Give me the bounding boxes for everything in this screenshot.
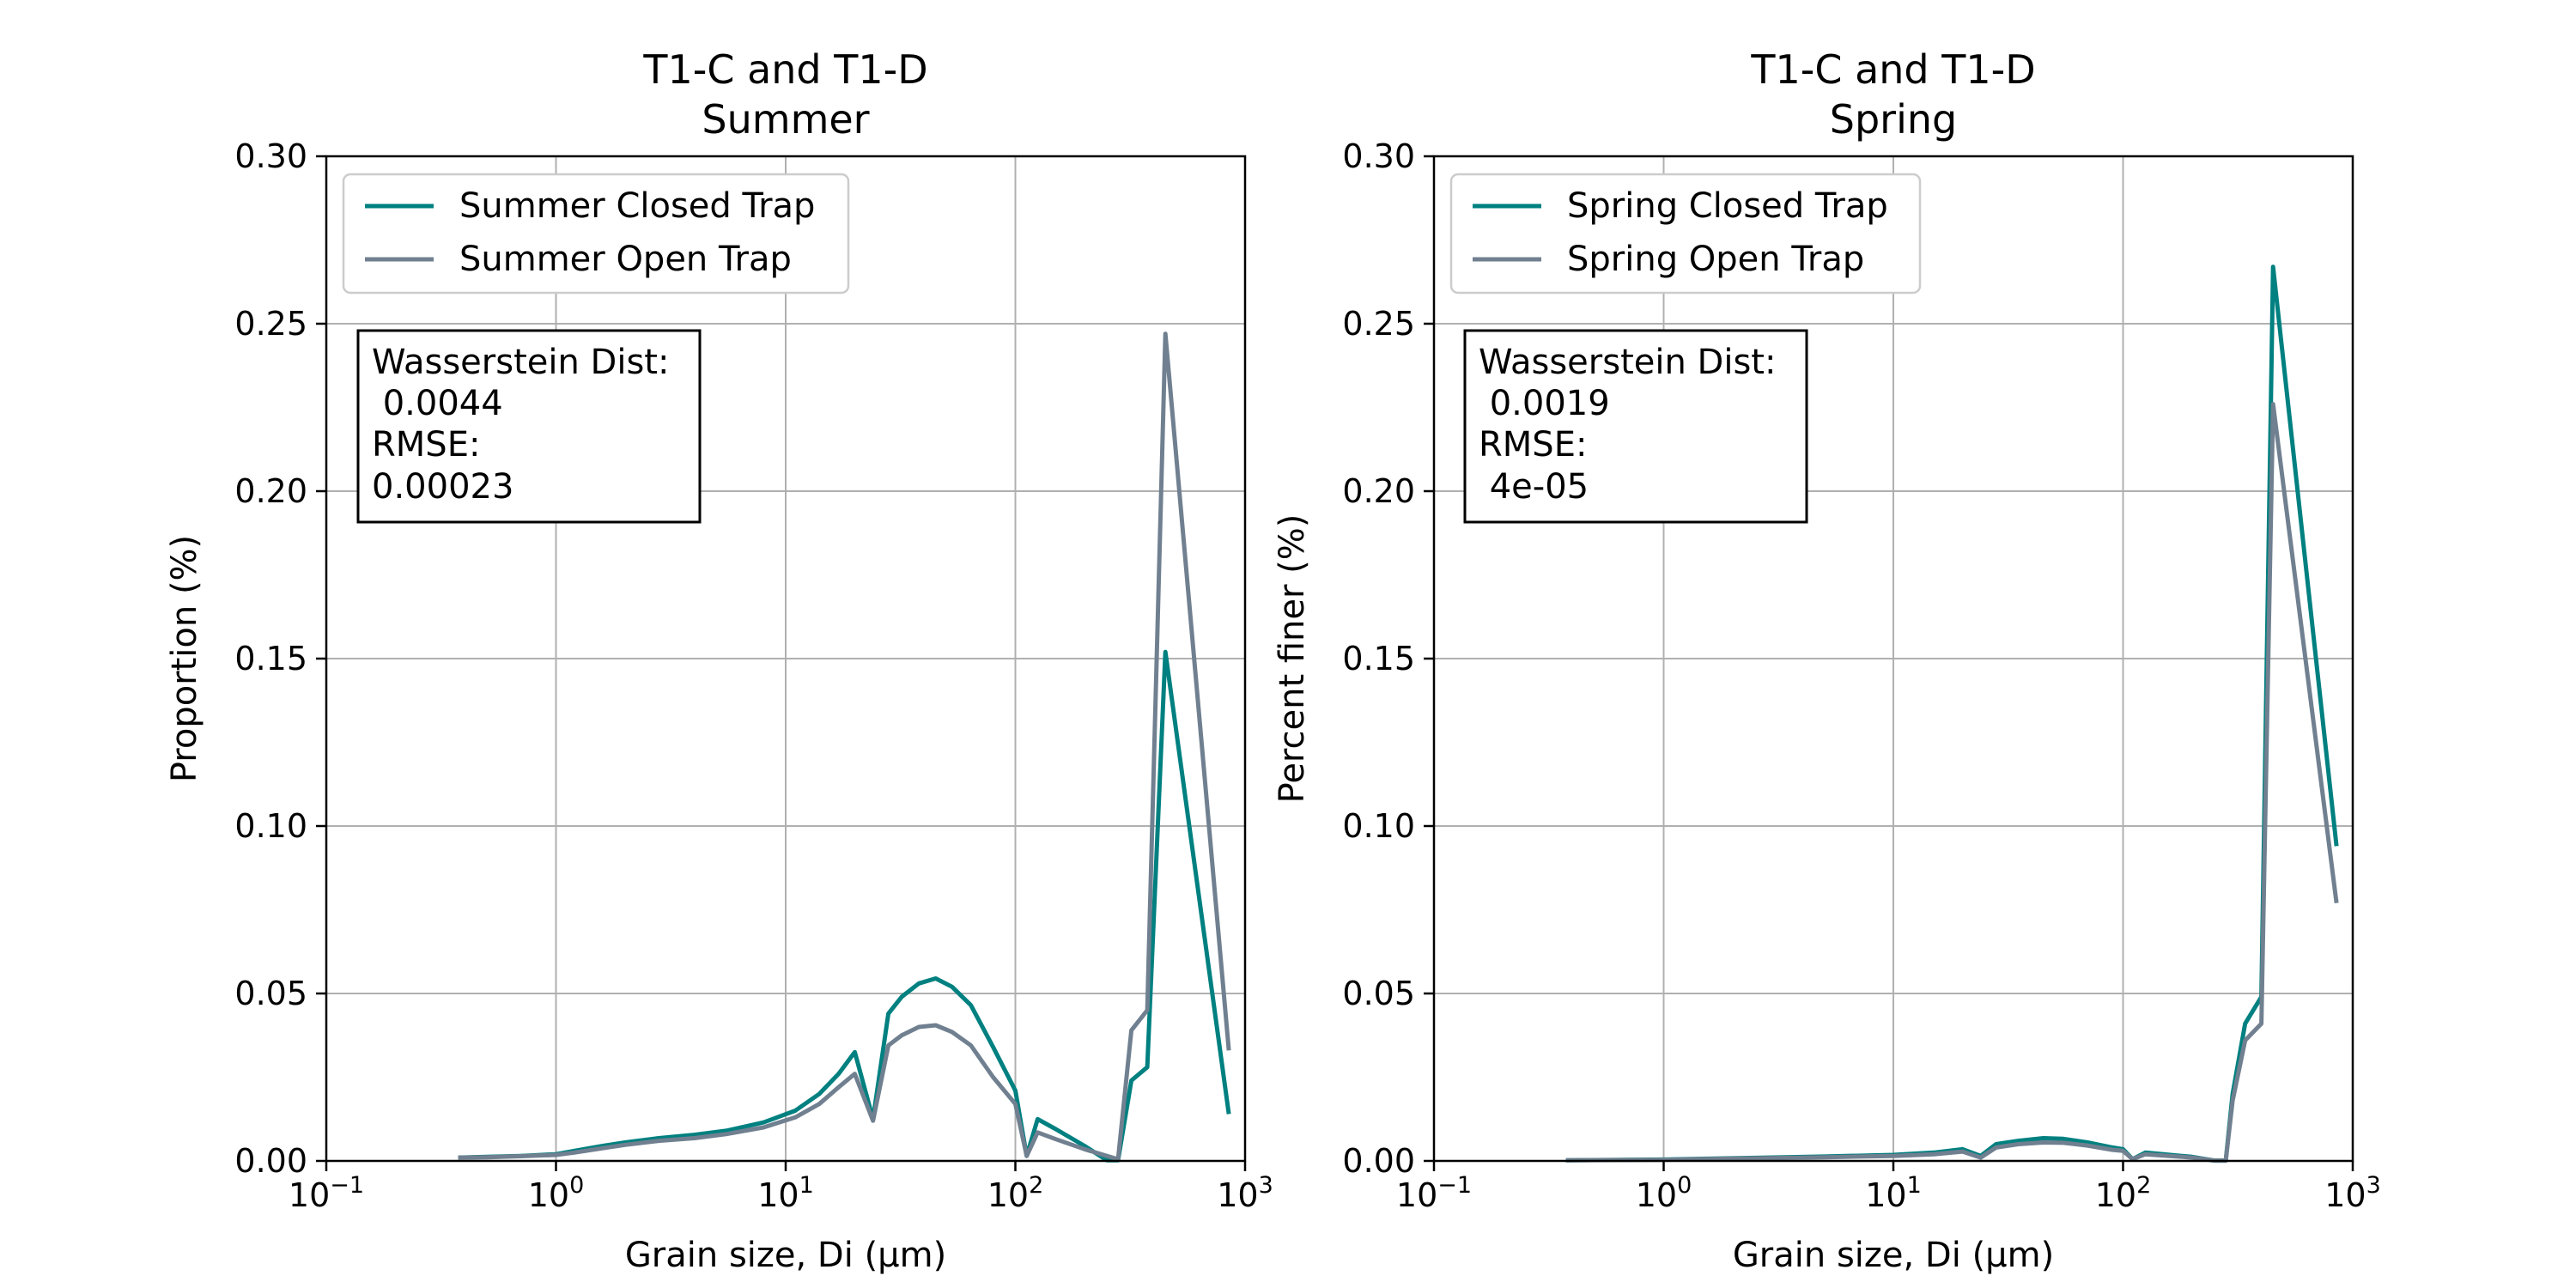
y-tick-label: 0.30: [234, 137, 307, 175]
y-tick-label: 0.15: [234, 640, 307, 677]
y-tick-label: 0.20: [1342, 472, 1415, 510]
y-tick-label: 0.00: [1342, 1142, 1415, 1180]
legend: Spring Closed Trap Spring Open Trap: [1449, 173, 1922, 295]
y-tick-label: 0.10: [1342, 807, 1415, 845]
y-tick-label: 0.15: [1342, 640, 1415, 677]
y-tick-label: 0.20: [234, 472, 307, 510]
x-tick-label: 103: [2324, 1172, 2381, 1214]
x-tick-label: 10−1: [289, 1172, 364, 1214]
annotation-line-1: Wasserstein Dist:: [1479, 343, 1776, 382]
annotation-line-2: 0.0019: [1479, 384, 1610, 423]
annotation-line-1: Wasserstein Dist:: [372, 343, 669, 382]
x-tick-label: 100: [528, 1172, 585, 1214]
chart-title-line1: T1-C and T1-D: [1750, 46, 2035, 93]
legend-label-closed-trap: Spring Closed Trap: [1567, 186, 1888, 226]
series-line-open-trap: [458, 331, 1231, 1162]
y-tick-label: 0.05: [234, 975, 307, 1012]
legend-box: [342, 173, 850, 295]
metrics-annotation: Wasserstein Dist: 0.0019 RMSE: 4e-05: [1463, 329, 1808, 524]
legend-label-open-trap: Spring Open Trap: [1567, 240, 1864, 279]
x-tick-label: 102: [2095, 1172, 2152, 1214]
y-axis-label: Percent finer (%): [1273, 514, 1312, 804]
legend-label-open-trap: Summer Open Trap: [459, 240, 792, 279]
x-tick-label: 101: [757, 1172, 814, 1214]
x-tick-label: 102: [987, 1172, 1044, 1214]
chart-summer: T1-C and T1-D Summer 10−1 100 101 102 103 0.0…: [165, 46, 1273, 1275]
y-tick-label: 0.25: [1342, 305, 1415, 343]
y-tick-label: 0.05: [1342, 975, 1415, 1012]
annotation-line-3: RMSE:: [372, 425, 480, 465]
annotation-box: [356, 329, 702, 524]
annotation-line-4: 4e-05: [1479, 467, 1589, 507]
y-tick-label: 0.00: [234, 1142, 307, 1180]
annotation-line-2: 0.0044: [372, 384, 503, 423]
grid: [325, 155, 1246, 1162]
legend: Summer Closed Trap Summer Open Trap: [342, 173, 850, 295]
chart-title-line2: Summer: [702, 96, 869, 143]
x-tick-label: 10−1: [1396, 1172, 1472, 1214]
x-axis-label: Grain size, Di (μm): [1733, 1236, 2054, 1275]
grid: [1433, 155, 2354, 1162]
metrics-annotation: Wasserstein Dist: 0.0044 RMSE: 0.00023: [356, 329, 702, 524]
annotation-box: [1463, 329, 1808, 524]
chart-title-line1: T1-C and T1-D: [642, 46, 927, 93]
series-line-open-trap: [1565, 402, 2339, 1163]
x-axis-label: Grain size, Di (μm): [625, 1236, 946, 1275]
x-tick-label: 103: [1217, 1172, 1273, 1214]
legend-label-closed-trap: Summer Closed Trap: [459, 186, 815, 226]
x-tick-label: 101: [1865, 1172, 1922, 1214]
y-tick-label: 0.10: [234, 807, 307, 845]
annotation-line-3: RMSE:: [1479, 425, 1587, 465]
series-layer: [458, 331, 1231, 1163]
ticks: 10−1 100 101 102 103 0.00 0.05 0.10 0.15 0.20 0.25…: [234, 137, 1273, 1214]
y-axis-label: Proportion (%): [165, 535, 204, 782]
series-layer: [1565, 264, 2339, 1163]
y-tick-label: 0.30: [1342, 137, 1415, 175]
y-tick-label: 0.25: [234, 305, 307, 343]
x-tick-label: 100: [1636, 1172, 1692, 1214]
annotation-line-4: 0.00023: [372, 467, 513, 507]
chart-title-line2: Spring: [1830, 96, 1957, 143]
ticks: 10−1 100 101 102 103 0.00 0.05 0.10 0.15 0.20 0.25…: [1342, 137, 2380, 1214]
legend-box: [1449, 173, 1922, 295]
chart-spring: T1-C and T1-D Spring 10−1 100 101 102 103 0.0…: [1273, 46, 2381, 1275]
